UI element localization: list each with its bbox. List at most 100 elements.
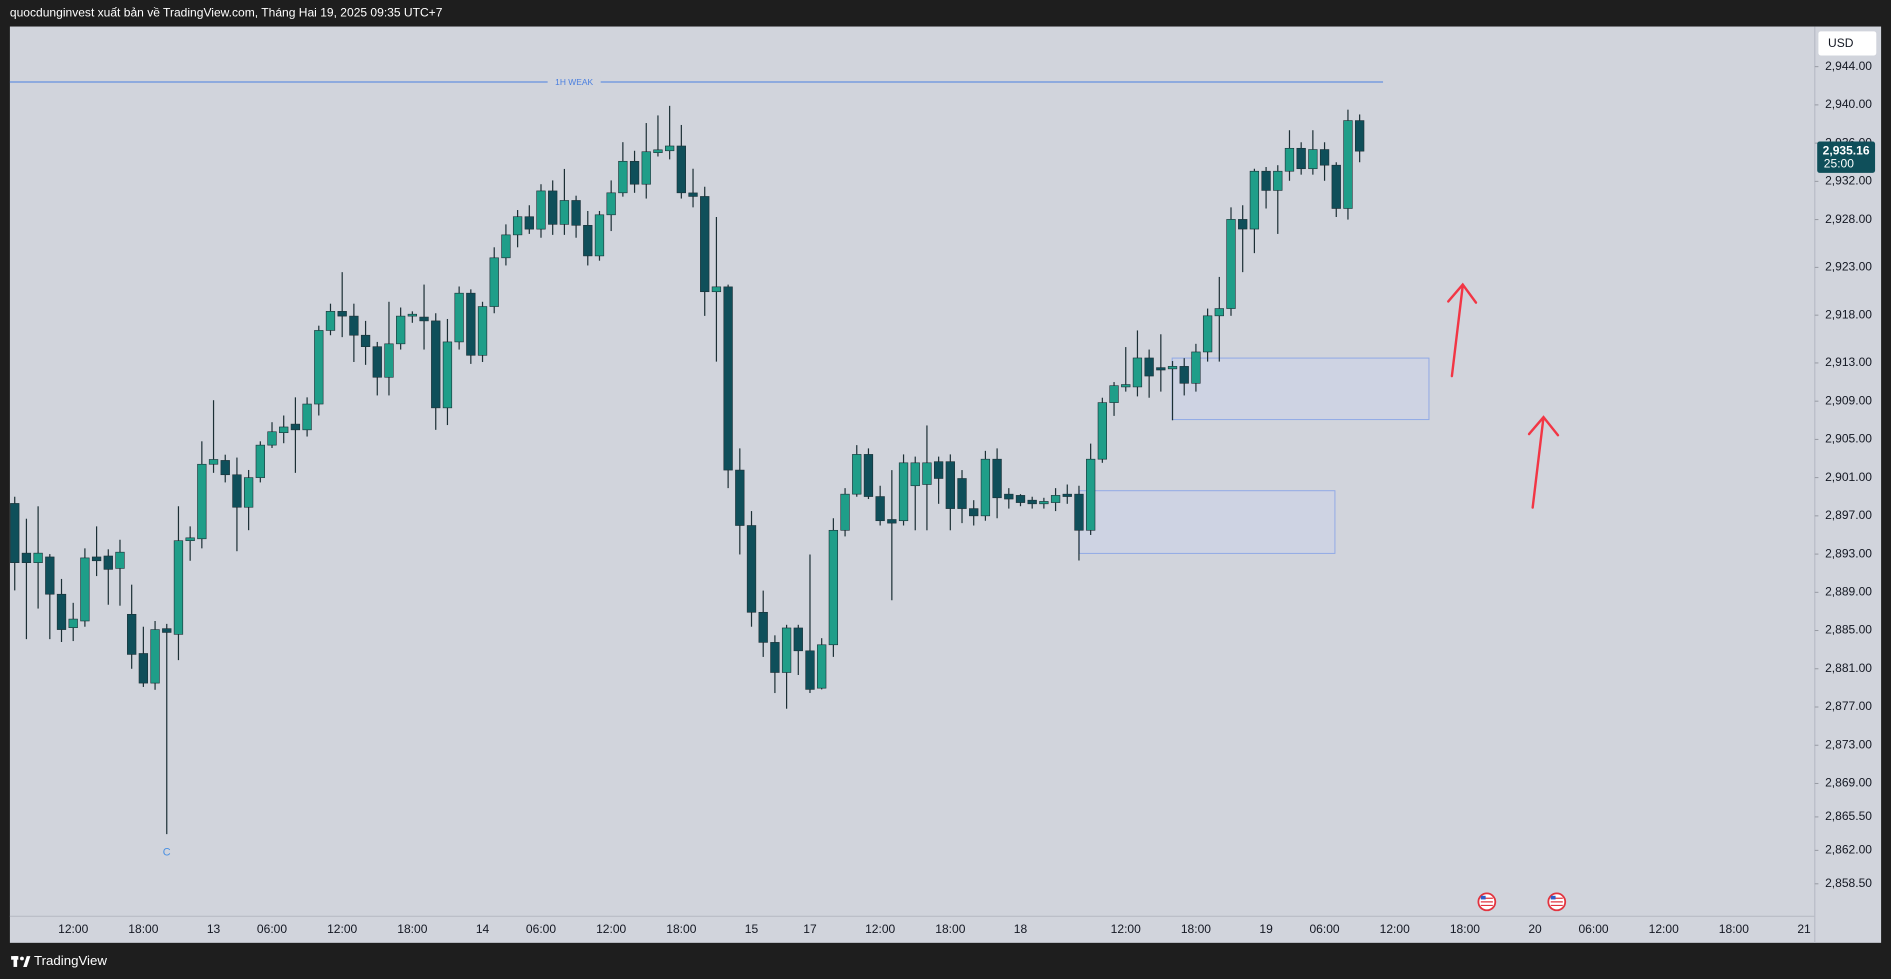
candle-body bbox=[1226, 219, 1236, 309]
y-tick-label: 2,909.00 bbox=[1825, 393, 1872, 407]
candle-body bbox=[501, 234, 511, 259]
candle-body bbox=[302, 403, 312, 431]
y-tick-label: 2,865.50 bbox=[1825, 809, 1872, 823]
candle-body bbox=[1004, 493, 1014, 500]
event-flag bbox=[1477, 892, 1497, 912]
y-tick-label: 2,881.00 bbox=[1825, 661, 1872, 675]
candle-body bbox=[384, 343, 394, 378]
y-tick-label: 2,923.00 bbox=[1825, 260, 1872, 274]
candle-body bbox=[290, 423, 301, 431]
x-tick-label: 12:00 bbox=[1380, 922, 1410, 936]
candle-body bbox=[255, 444, 265, 478]
candle-body bbox=[162, 628, 172, 633]
candle-body bbox=[220, 460, 230, 476]
level-label-bg bbox=[547, 75, 601, 88]
candle-body bbox=[1086, 458, 1096, 531]
candle-body bbox=[419, 316, 429, 322]
candle-body bbox=[1191, 351, 1201, 384]
plot: 1H WEAK2,944.002,940.002,936.002,932.002… bbox=[9, 59, 1876, 936]
candle-body bbox=[817, 644, 827, 689]
y-tick-label: 2,940.00 bbox=[1825, 97, 1872, 111]
candle-body bbox=[407, 313, 417, 317]
x-tick-label: 18:00 bbox=[935, 922, 965, 936]
footer-brand: TradingView bbox=[34, 953, 107, 968]
y-tick-label: 2,885.00 bbox=[1825, 623, 1872, 637]
candle-body bbox=[372, 346, 382, 378]
candle-body bbox=[68, 618, 78, 628]
candle-body bbox=[1273, 170, 1283, 191]
candle-body bbox=[150, 629, 160, 684]
candle-body bbox=[676, 145, 686, 194]
y-tick-label: 2,873.00 bbox=[1825, 737, 1872, 751]
arrow bbox=[1447, 282, 1478, 378]
countdown-label: 25:00 bbox=[1824, 157, 1854, 171]
candle-body bbox=[1156, 367, 1166, 371]
candle-body bbox=[232, 474, 242, 508]
candle-body bbox=[80, 557, 90, 622]
candle-body bbox=[1249, 170, 1260, 230]
candle-body bbox=[594, 214, 605, 257]
candle-marker: C bbox=[163, 846, 171, 858]
candle-body bbox=[863, 454, 874, 497]
y-tick-label: 2,893.00 bbox=[1825, 546, 1872, 560]
candle-body bbox=[138, 653, 149, 684]
candle-body bbox=[618, 160, 628, 194]
candle-body bbox=[770, 642, 780, 673]
candle-body bbox=[840, 493, 850, 531]
candle-body bbox=[1284, 147, 1295, 172]
candle-body bbox=[1331, 164, 1341, 209]
candle-body bbox=[559, 200, 570, 225]
candle-body bbox=[208, 459, 219, 465]
candle-body bbox=[1027, 499, 1037, 505]
candle-body bbox=[1097, 402, 1107, 460]
y-tick-label: 2,897.00 bbox=[1825, 508, 1872, 522]
candle-body bbox=[805, 650, 815, 690]
candle-body bbox=[1179, 366, 1189, 384]
candle-body bbox=[665, 145, 675, 152]
candle-body bbox=[688, 192, 698, 197]
candle-body bbox=[1296, 147, 1306, 170]
candle-body bbox=[325, 311, 336, 331]
candle-body bbox=[852, 454, 862, 495]
candle-body bbox=[91, 556, 102, 562]
x-tick-label: 13 bbox=[207, 922, 221, 936]
candle-body bbox=[1050, 495, 1061, 503]
x-tick-label: 18:00 bbox=[1719, 922, 1749, 936]
y-tick-label: 2,944.00 bbox=[1825, 59, 1872, 73]
candle-body bbox=[653, 149, 663, 153]
candle-body bbox=[641, 151, 651, 185]
candle-body bbox=[746, 525, 757, 613]
candle-body bbox=[548, 190, 558, 225]
candle-body bbox=[197, 463, 207, 540]
x-tick-label: 20 bbox=[1528, 922, 1542, 936]
candle-body bbox=[243, 477, 254, 508]
candle-body bbox=[1167, 366, 1178, 370]
candle-body bbox=[606, 192, 616, 216]
chart-background bbox=[9, 26, 1882, 943]
candle-body bbox=[466, 292, 476, 356]
candle-body bbox=[536, 190, 546, 230]
candle-body bbox=[1074, 493, 1084, 531]
candle-body bbox=[431, 320, 441, 409]
candle-body bbox=[56, 593, 67, 630]
candle-body bbox=[1202, 315, 1213, 353]
candle-body bbox=[933, 461, 944, 479]
candle-body bbox=[758, 611, 768, 643]
x-tick-label: 06:00 bbox=[257, 922, 287, 936]
candle-body bbox=[957, 478, 967, 509]
x-tick-label: 18:00 bbox=[666, 922, 696, 936]
candle-body bbox=[828, 529, 839, 646]
candle-body bbox=[571, 200, 581, 226]
x-tick-label: 19 bbox=[1259, 922, 1273, 936]
candle-body bbox=[793, 627, 803, 652]
candle-body bbox=[723, 286, 733, 471]
zone-box bbox=[1171, 357, 1430, 421]
candle-body bbox=[185, 537, 195, 542]
y-tick-label: 2,913.00 bbox=[1825, 355, 1872, 369]
x-tick-label: 06:00 bbox=[1578, 922, 1608, 936]
candle-body bbox=[1132, 357, 1143, 388]
y-tick-label: 2,889.00 bbox=[1825, 585, 1872, 599]
x-tick-label: 12:00 bbox=[865, 922, 895, 936]
